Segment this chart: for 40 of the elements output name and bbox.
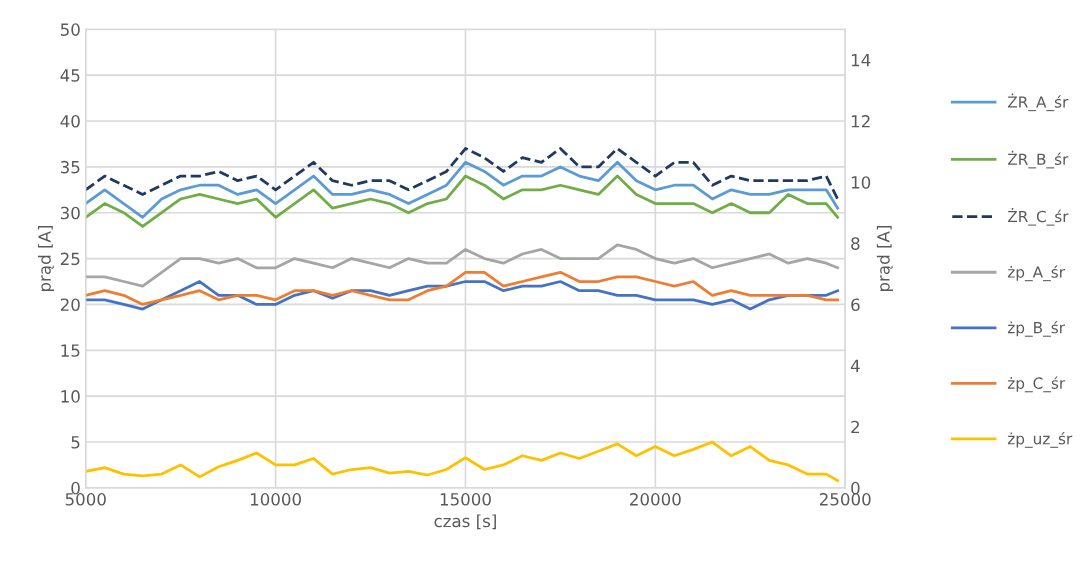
y-tick-label: 30 [60, 206, 80, 220]
y-tick-label: 5 [71, 436, 80, 449]
x-tick-label: 5000 [65, 493, 106, 506]
line-series [85, 147, 840, 201]
line-series [85, 160, 840, 219]
legend-label: żp_A_śr [1007, 265, 1065, 282]
y-tick-label: 40 [60, 115, 80, 128]
y2-tick-label: 2 [851, 420, 860, 434]
x-tick-label: 15000 [440, 493, 491, 506]
legend-label: ŻR_B_śr [1007, 150, 1069, 169]
y-axis-title: prąd [A] [37, 226, 55, 292]
y-tick-label: 25 [60, 252, 80, 266]
line-series [85, 440, 840, 482]
y2-tick-label: 6 [851, 298, 860, 312]
y-tick-label: 0 [71, 481, 80, 495]
y2-axis-title: prąd [A] [876, 226, 893, 292]
y-tick-label: 45 [60, 69, 80, 82]
x-axis-title: czas [s] [434, 514, 496, 530]
y-tick-label: 35 [60, 160, 80, 174]
y-tick-label: 20 [60, 298, 80, 312]
line-series [85, 174, 840, 228]
y2-tick-label: 0 [851, 481, 860, 495]
y-tick-label: 15 [61, 344, 80, 357]
y2-tick-label: 10 [851, 176, 871, 189]
legend-label: żp_uz_śr [1007, 432, 1073, 448]
y2-tick-label: 4 [850, 359, 860, 372]
legend-label: ŻR_C_śr [1007, 208, 1069, 226]
legend-label: żp_C_śr [1007, 376, 1066, 393]
x-tick-label: 25000 [819, 493, 871, 506]
x-tick-label: 10000 [250, 493, 301, 506]
y2-tick-label: 14 [851, 54, 871, 67]
line-series [85, 243, 840, 288]
legend-label: ŻR_A_śr [1007, 93, 1069, 112]
y2-tick-label: 8 [851, 237, 860, 250]
y-tick-label: 10 [61, 390, 80, 403]
y-tick-label: 50 [60, 23, 80, 36]
legend-label: żp_B_śr [1007, 320, 1065, 337]
line-series [85, 270, 840, 306]
y2-tick-label: 12 [851, 115, 870, 128]
x-tick-label: 20000 [630, 493, 681, 506]
